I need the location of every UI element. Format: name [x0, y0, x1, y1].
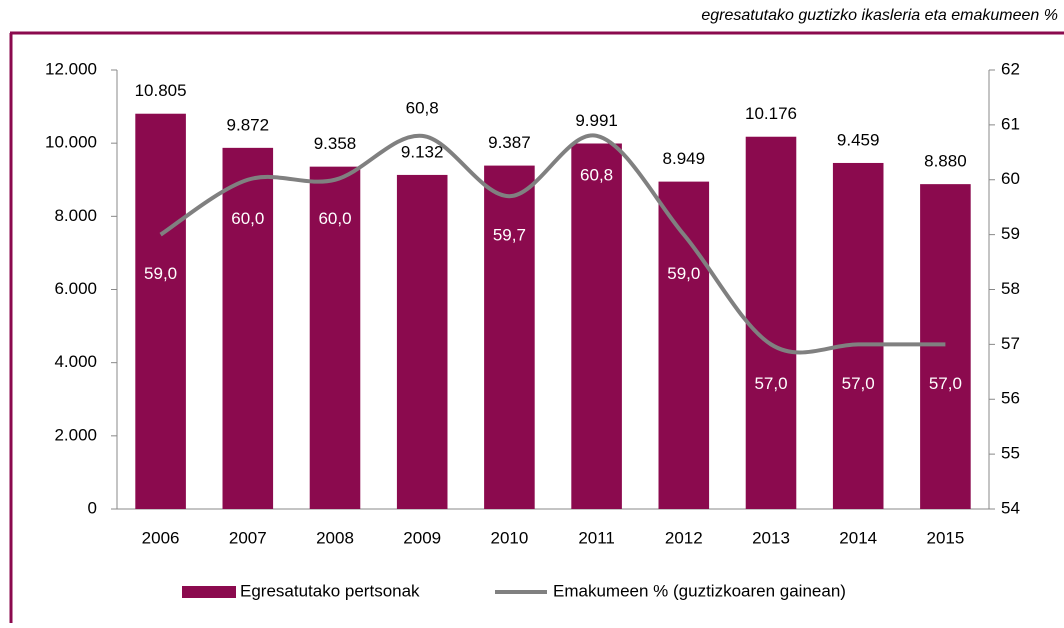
bar — [920, 184, 971, 509]
bar-value-label: 10.176 — [745, 104, 797, 123]
bar — [832, 162, 884, 509]
y-tick-label: 10.000 — [45, 133, 97, 152]
bar-value-label: 10.805 — [135, 81, 187, 100]
y2-tick-label: 56 — [1001, 389, 1020, 408]
line-value-label: 60,8 — [580, 165, 613, 184]
y2-tick-label: 58 — [1001, 279, 1020, 298]
x-tick-label: 2010 — [490, 528, 528, 547]
bar-value-label: 9.459 — [837, 130, 880, 149]
subtitle: egresatutako guztizko ikasleria eta emak… — [701, 7, 1058, 24]
line-value-label: 57,0 — [929, 374, 962, 393]
bar — [309, 166, 361, 509]
y2-tick-label: 60 — [1001, 169, 1020, 188]
legend-label: Emakumeen % (guztizkoaren gainean) — [553, 581, 846, 600]
bar-value-label: 9.387 — [488, 133, 531, 152]
bar-value-label: 8.880 — [924, 152, 967, 171]
y-tick-label: 12.000 — [45, 59, 97, 78]
x-tick-label: 2015 — [926, 528, 964, 547]
x-tick-label: 2012 — [665, 528, 703, 547]
y2-tick-label: 61 — [1001, 114, 1020, 133]
y-tick-label: 2.000 — [54, 425, 97, 444]
bar-value-label: 9.872 — [227, 115, 270, 134]
bar-value-label: 8.949 — [663, 149, 706, 168]
bar — [135, 113, 186, 509]
x-tick-label: 2009 — [403, 528, 441, 547]
bar — [745, 136, 797, 509]
line-value-label: 57,0 — [754, 374, 787, 393]
x-tick-label: 2014 — [839, 528, 877, 547]
y-tick-label: 0 — [88, 498, 97, 517]
x-tick-label: 2007 — [229, 528, 267, 547]
x-tick-label: 2006 — [142, 528, 180, 547]
line-value-label: 59,7 — [493, 226, 526, 245]
line-value-label: 60,0 — [231, 209, 264, 228]
x-tick-label: 2008 — [316, 528, 354, 547]
line-value-label: 57,0 — [842, 374, 875, 393]
bar-value-label: 9.132 — [401, 142, 444, 161]
bar — [396, 174, 448, 509]
legend-swatch — [182, 586, 236, 598]
line-value-label: 59,0 — [144, 264, 177, 283]
y2-tick-label: 55 — [1001, 444, 1020, 463]
bar-value-label: 9.991 — [575, 111, 618, 130]
line — [159, 133, 946, 355]
y-tick-label: 6.000 — [54, 279, 97, 298]
bar — [484, 165, 535, 509]
bar — [658, 181, 710, 509]
line-value-label: 60,8 — [406, 98, 439, 117]
line-value-label: 59,0 — [667, 264, 700, 283]
y2-tick-label: 57 — [1001, 334, 1020, 353]
legend-label: Egresatutako pertsonak — [240, 581, 420, 600]
y2-tick-label: 62 — [1001, 59, 1020, 78]
line-value-label: 60,0 — [318, 209, 351, 228]
y2-tick-label: 54 — [1001, 498, 1020, 517]
bar-value-label: 9.358 — [314, 134, 357, 153]
bar — [571, 143, 622, 509]
x-tick-label: 2013 — [752, 528, 790, 547]
y-tick-label: 8.000 — [54, 206, 97, 225]
y-tick-label: 4.000 — [54, 352, 97, 371]
y2-tick-label: 59 — [1001, 224, 1020, 243]
x-tick-label: 2011 — [578, 528, 615, 547]
bar — [222, 147, 274, 509]
